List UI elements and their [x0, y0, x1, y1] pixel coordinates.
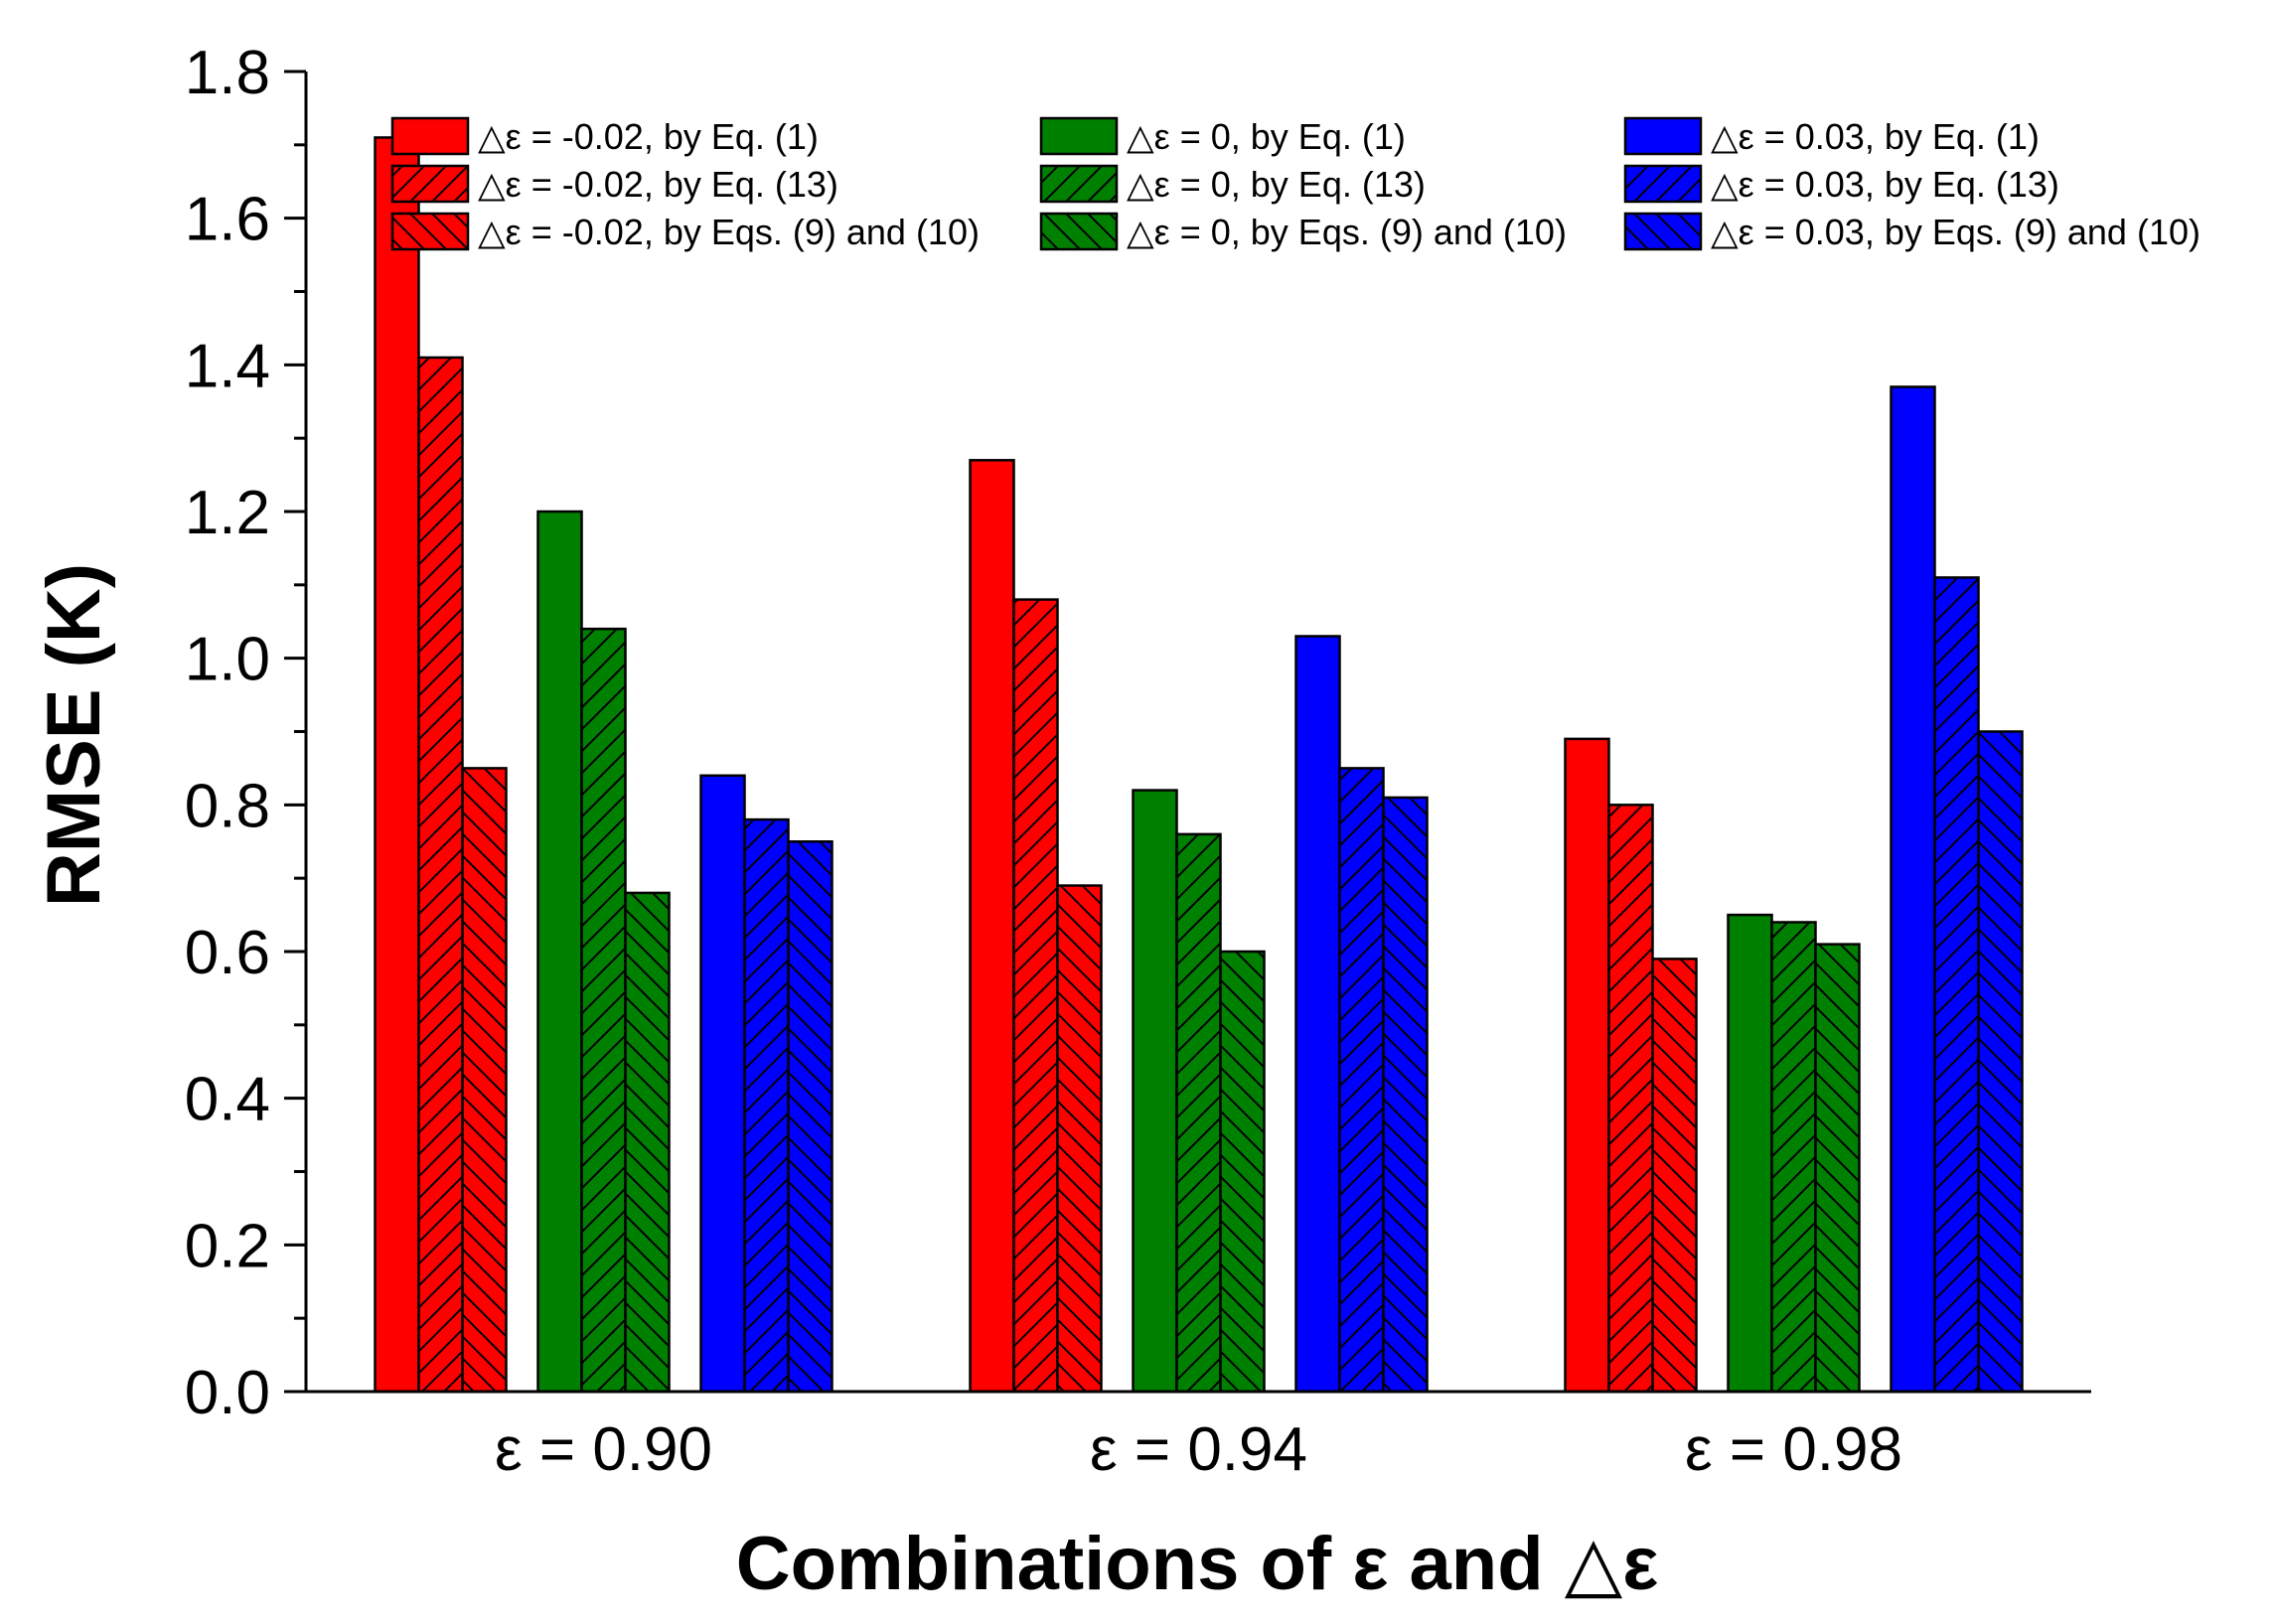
- bar-3-series-2: [1607, 804, 1654, 1394]
- bar-3-series-1: [1564, 737, 1610, 1394]
- legend-swatch: [1039, 164, 1119, 204]
- legend-item: △ε = 0, by Eq. (1): [1039, 116, 1406, 157]
- bar-2-series-8: [1338, 767, 1385, 1394]
- y-tick-label: 1.4: [185, 332, 270, 400]
- legend-swatch: [390, 164, 470, 204]
- y-tick-label: 1.2: [185, 479, 270, 547]
- legend-item: △ε = 0, by Eqs. (9) and (10): [1039, 212, 1567, 252]
- y-axis-title: RMSE (K): [32, 563, 116, 907]
- legend-item: △ε = 0.03, by Eq. (1): [1623, 116, 2040, 157]
- bar-3-series-3: [1651, 958, 1698, 1394]
- y-tick-label: 0.6: [185, 919, 270, 987]
- legend-item: △ε = -0.02, by Eqs. (9) and (10): [390, 212, 980, 252]
- bar-1-series-2: [417, 356, 464, 1394]
- bar-2-series-9: [1382, 796, 1429, 1394]
- legend-item: △ε = 0, by Eq. (13): [1039, 164, 1426, 205]
- legend-swatch: [1623, 212, 1703, 251]
- legend-item: △ε = -0.02, by Eq. (1): [390, 116, 819, 157]
- legend-swatch: [1039, 116, 1119, 156]
- bar-1-series-4: [536, 510, 583, 1394]
- bar-3-series-7: [1890, 385, 1936, 1394]
- bar-2-series-3: [1056, 884, 1103, 1394]
- bar-1-series-6: [624, 891, 671, 1394]
- legend-swatch: [1623, 164, 1703, 204]
- legend-label: △ε = -0.02, by Eqs. (9) and (10): [478, 212, 980, 252]
- legend-label: △ε = -0.02, by Eq. (13): [478, 164, 838, 205]
- bar-3-series-5: [1770, 921, 1817, 1394]
- bar-1-series-7: [699, 774, 746, 1394]
- y-tick-label: 1.0: [185, 626, 270, 694]
- legend-item: △ε = 0.03, by Eqs. (9) and (10): [1623, 212, 2200, 252]
- legend: △ε = -0.02, by Eq. (1) △ε = -0.02, by Eq.…: [390, 116, 2200, 252]
- bar-3-series-9: [1977, 730, 2024, 1394]
- legend-label: △ε = 0, by Eq. (1): [1127, 116, 1406, 157]
- bar-2-series-6: [1219, 950, 1266, 1394]
- y-tick-label: 0.8: [185, 772, 270, 840]
- bar-3-series-6: [1814, 943, 1861, 1394]
- bar-2-series-1: [969, 459, 1015, 1394]
- x-tick-label: ε = 0.90: [495, 1415, 712, 1484]
- legend-item: △ε = -0.02, by Eq. (13): [390, 164, 838, 205]
- bar-2-series-2: [1012, 598, 1059, 1394]
- x-tick-label: ε = 0.98: [1685, 1415, 1902, 1484]
- legend-item: △ε = 0.03, by Eq. (13): [1623, 164, 2059, 205]
- bar-3-series-8: [1933, 576, 1980, 1394]
- legend-swatch: [1039, 212, 1119, 251]
- x-axis-title: Combinations of ε and △ε: [736, 1522, 1659, 1606]
- legend-label: △ε = 0.03, by Eq. (13): [1711, 164, 2059, 205]
- bars-layer: ε = 0.90 ε = 0.94 ε = 0.98: [374, 136, 2024, 1484]
- legend-swatch: [1623, 116, 1703, 156]
- y-tick-label: 1.6: [185, 186, 270, 254]
- legend-label: △ε = 0, by Eqs. (9) and (10): [1127, 212, 1567, 252]
- bar-2-series-4: [1132, 789, 1178, 1394]
- y-tick-label: 0.0: [185, 1359, 270, 1427]
- bar-3-series-4: [1727, 913, 1773, 1394]
- bar-1-series-3: [461, 767, 508, 1394]
- bar-1-series-8: [743, 817, 790, 1394]
- legend-label: △ε = 0.03, by Eq. (1): [1711, 116, 2040, 157]
- legend-label: △ε = 0.03, by Eqs. (9) and (10): [1711, 212, 2200, 252]
- bar-1-series-5: [580, 627, 627, 1394]
- y-tick-label: 1.8: [185, 39, 270, 107]
- axes-layer: 0.0 0.2 0.4 0.6 0.8 1.0 1.2 1.4 1.6 1.8: [185, 39, 2091, 1427]
- y-tick-label: 0.2: [185, 1212, 270, 1280]
- bar-2-series-7: [1294, 635, 1341, 1394]
- legend-swatch: [390, 116, 470, 156]
- bar-2-series-5: [1175, 832, 1222, 1394]
- y-tick-label: 0.4: [185, 1066, 270, 1134]
- legend-swatch: [390, 212, 470, 251]
- legend-label: △ε = 0, by Eq. (13): [1127, 164, 1426, 205]
- bar-1-series-1: [374, 136, 420, 1394]
- x-tick-label: ε = 0.94: [1090, 1415, 1307, 1484]
- legend-label: △ε = -0.02, by Eq. (1): [478, 116, 819, 157]
- bar-1-series-9: [787, 840, 834, 1394]
